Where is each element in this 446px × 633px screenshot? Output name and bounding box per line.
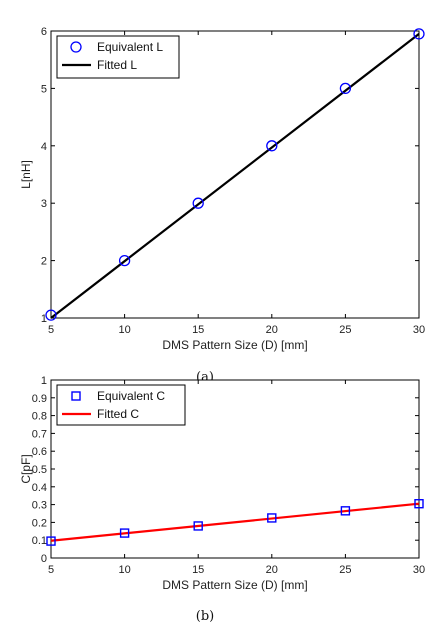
chart-1-xlabel: DMS Pattern Size (D) [mm] [162, 578, 307, 592]
chart-0-ylabel: L[nH] [19, 160, 33, 189]
chart-1-caption: (b) [196, 609, 214, 624]
chart-0-legend-box [56, 35, 180, 79]
chart-1-legend-swatch [71, 391, 81, 401]
chart-1-ytick-label: 0.7 [32, 428, 47, 440]
chart-1-xtick-label: 20 [266, 564, 278, 576]
chart-0-legend-label: Equivalent L [97, 40, 163, 54]
chart-1-data-point [414, 499, 424, 509]
chart-1-data-point [340, 506, 351, 516]
chart-1-xtick-label: 15 [192, 564, 204, 576]
chart-1-data-point [46, 536, 56, 546]
chart-1-ytick-label: 0 [41, 553, 47, 565]
chart-0-data-point [339, 82, 352, 95]
chart-1-ytick-label: 0.8 [32, 411, 47, 423]
chart-1-legend: Equivalent C Fitted C [56, 384, 186, 426]
chart-0-xlabel: DMS Pattern Size (D) [mm] [162, 338, 307, 352]
chart-0-ytick-label: 2 [41, 256, 47, 268]
chart-1-ytick-label: 0.9 [32, 393, 47, 405]
chart-1-data-point [193, 521, 203, 531]
chart-0-data-point [45, 309, 57, 321]
chart-1-legend-label: Fitted C [97, 407, 139, 421]
chart-0-xtick-label: 30 [413, 324, 425, 336]
chart-1-xtick-label: 30 [413, 564, 425, 576]
chart-inductance: 5 10 15 20 25 30 1 2 3 4 5 6 DMS Pattern Size (D) [m… [19, 26, 425, 385]
chart-1-xtick-label: 5 [48, 564, 54, 576]
chart-capacitance: 5 10 15 20 25 30 0 0.1 0.2 0.3 0.4 0.5 0.6 0.7 0.8 0.9 1… [19, 375, 425, 624]
chart-1-xtick-label: 25 [339, 564, 351, 576]
chart-1-series-line-1 [50, 502, 420, 542]
chart-1-ytick-label: 0.2 [32, 517, 47, 529]
chart-0-legend-label: Fitted L [97, 58, 137, 72]
chart-0-xtick-label: 10 [118, 324, 130, 336]
chart-0-ytick-label: 3 [41, 198, 47, 210]
chart-0-xtick-label: 25 [339, 324, 351, 336]
chart-1-legend-label: Equivalent C [97, 389, 165, 403]
chart-1-data-point [267, 513, 277, 523]
chart-1-ytick-label: 1 [41, 375, 47, 387]
chart-0-ytick-label: 4 [41, 141, 47, 153]
chart-1-ytick-label: 0.3 [32, 500, 47, 512]
chart-0-ytick-label: 6 [41, 26, 47, 38]
chart-1-data-point [119, 528, 130, 538]
chart-1-ytick-label: 0.5 [32, 464, 47, 476]
chart-0-series-line-1 [50, 32, 420, 319]
chart-0-ytick-label: 1 [41, 313, 47, 325]
chart-0-xtick-label: 5 [48, 324, 54, 336]
chart-0-ytick-label: 5 [41, 83, 47, 95]
chart-0-data-point [266, 140, 278, 152]
chart-1-ylabel: C[pF] [19, 454, 33, 483]
chart-0-legend: Equivalent L Fitted L [56, 35, 180, 79]
chart-0-legend-swatch [70, 41, 82, 53]
chart-1-ytick-label: 0.4 [32, 482, 47, 494]
chart-1-xtick-label: 10 [118, 564, 130, 576]
chart-0-xtick-label: 20 [266, 324, 278, 336]
chart-0-data-point [118, 254, 131, 267]
chart-0-data-point [413, 28, 425, 40]
chart-0-data-point [192, 197, 204, 209]
chart-1-ytick-label: 0.1 [32, 535, 47, 547]
chart-0-xtick-label: 15 [192, 324, 204, 336]
chart-1-ytick-label: 0.6 [32, 446, 47, 458]
